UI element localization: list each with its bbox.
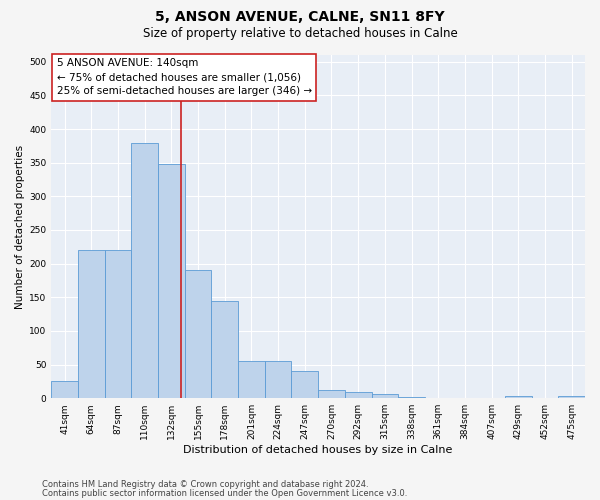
- Text: Size of property relative to detached houses in Calne: Size of property relative to detached ho…: [143, 28, 457, 40]
- Bar: [185, 270, 211, 398]
- Bar: [158, 164, 185, 398]
- Bar: [78, 250, 104, 398]
- Bar: [292, 372, 318, 398]
- Text: 5 ANSON AVENUE: 140sqm
← 75% of detached houses are smaller (1,056)
25% of semi-: 5 ANSON AVENUE: 140sqm ← 75% of detached…: [56, 58, 312, 96]
- Bar: [371, 394, 398, 398]
- Text: Contains HM Land Registry data © Crown copyright and database right 2024.: Contains HM Land Registry data © Crown c…: [42, 480, 368, 489]
- Bar: [131, 143, 158, 398]
- Bar: [505, 396, 532, 398]
- Bar: [398, 397, 425, 398]
- Bar: [265, 361, 292, 398]
- Text: 5, ANSON AVENUE, CALNE, SN11 8FY: 5, ANSON AVENUE, CALNE, SN11 8FY: [155, 10, 445, 24]
- Text: Contains public sector information licensed under the Open Government Licence v3: Contains public sector information licen…: [42, 488, 407, 498]
- Bar: [104, 250, 131, 398]
- Bar: [211, 302, 238, 398]
- Bar: [318, 390, 345, 398]
- Y-axis label: Number of detached properties: Number of detached properties: [15, 144, 25, 308]
- X-axis label: Distribution of detached houses by size in Calne: Distribution of detached houses by size …: [184, 445, 453, 455]
- Bar: [559, 396, 585, 398]
- Bar: [238, 361, 265, 398]
- Bar: [51, 382, 78, 398]
- Bar: [345, 392, 371, 398]
